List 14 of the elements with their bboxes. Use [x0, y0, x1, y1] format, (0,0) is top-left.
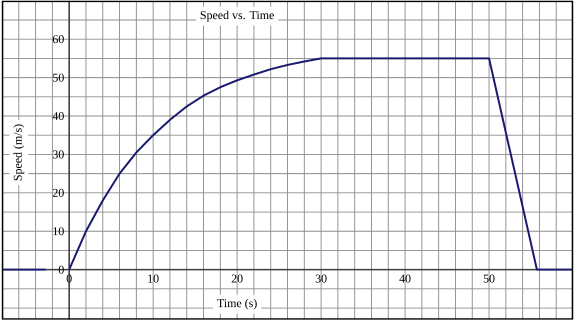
x-axis-title: Time (s) — [217, 298, 257, 310]
y-tick-label: 50 — [53, 73, 64, 82]
x-tick-label: 20 — [232, 274, 243, 282]
x-tick-label: 30 — [316, 274, 327, 282]
y-tick-label: 30 — [52, 150, 64, 158]
y-tick-label: 10 — [53, 227, 64, 236]
y-tick-label: 20 — [52, 188, 64, 197]
y-tick-label: 40 — [52, 112, 64, 120]
x-tick-label: 40 — [399, 274, 411, 282]
x-tick-label: 50 — [484, 274, 495, 282]
y-axis-title: Speed (m/s) — [13, 124, 24, 180]
y-tick-label: 60 — [52, 34, 64, 44]
x-tick-label: 10 — [148, 274, 159, 282]
text: Speed vs. Time — [200, 10, 274, 22]
